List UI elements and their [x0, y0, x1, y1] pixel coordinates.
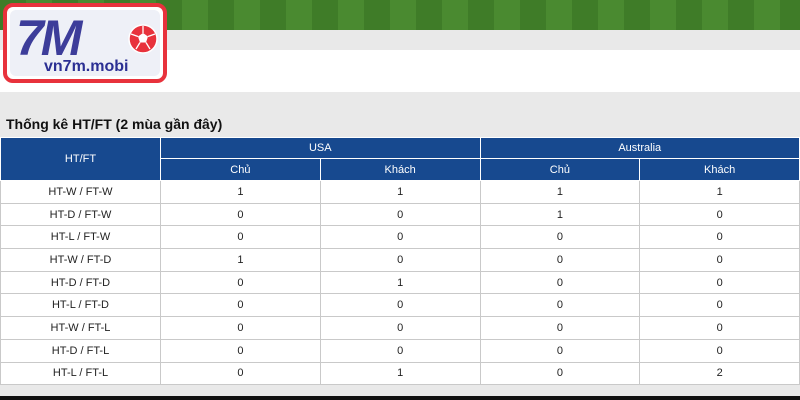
subheader-usa-away: Khách	[319, 158, 481, 181]
table-cell: 0	[639, 293, 800, 318]
table-cell: 0	[319, 202, 481, 227]
table-cell: 1	[639, 180, 800, 204]
table-cell: 0	[160, 270, 321, 295]
table-cell: 0	[479, 361, 641, 386]
table-cell: 0	[160, 225, 321, 250]
table-row: HT-D / FT-D 0 1 0 0	[0, 270, 800, 295]
htft-stats-table: HT/FT USA Australia Chủ Khách Chủ Khách …	[0, 137, 800, 386]
row-label: HT-W / FT-W	[0, 180, 161, 204]
table-cell: 0	[639, 225, 800, 250]
table-cell: 2	[639, 361, 800, 386]
table-cell: 0	[160, 316, 321, 340]
subheader-usa-home: Chủ	[160, 158, 321, 181]
row-label: HT-D / FT-L	[0, 338, 161, 363]
table-row: HT-W / FT-L 0 0 0 0	[0, 316, 800, 340]
site-logo[interactable]: 7M vn7m.mobi	[3, 3, 167, 83]
soccer-ball-icon	[128, 24, 158, 54]
table-row: HT-W / FT-W 1 1 1 1	[0, 180, 800, 204]
row-label: HT-W / FT-L	[0, 316, 161, 340]
table-row: HT-L / FT-L 0 1 0 2	[0, 361, 800, 386]
table-cell: 0	[479, 248, 641, 272]
table-row: HT-D / FT-L 0 0 0 0	[0, 338, 800, 363]
table-cell: 0	[479, 225, 641, 250]
table-cell: 1	[319, 180, 481, 204]
table-cell: 0	[160, 338, 321, 363]
table-cell: 1	[479, 202, 641, 227]
table-cell: 0	[319, 338, 481, 363]
table-row: HT-L / FT-D 0 0 0 0	[0, 293, 800, 318]
bottom-edge-bar	[0, 396, 800, 400]
logo-panel: 7M vn7m.mobi	[10, 10, 160, 76]
table-cell: 0	[479, 293, 641, 318]
table-row: HT-L / FT-W 0 0 0 0	[0, 225, 800, 250]
table-cell: 1	[160, 180, 321, 204]
table-cell: 1	[319, 361, 481, 386]
team-header-australia: Australia	[479, 137, 800, 159]
table-cell: 0	[319, 248, 481, 272]
row-label: HT-L / FT-W	[0, 225, 161, 250]
team-header-usa: USA	[160, 137, 481, 159]
table-subheader-row: Chủ Khách Chủ Khách	[1, 158, 800, 181]
subheader-australia-away: Khách	[639, 158, 800, 181]
table-cell: 1	[479, 180, 641, 204]
row-label: HT-D / FT-W	[0, 202, 161, 227]
table-cell: 0	[639, 270, 800, 295]
column-header-htft: HT/FT	[0, 137, 161, 181]
table-cell: 0	[639, 202, 800, 227]
table-cell: 0	[160, 293, 321, 318]
section-title: Thống kê HT/FT (2 mùa gần đây)	[6, 116, 223, 132]
row-label: HT-L / FT-D	[0, 293, 161, 318]
table-cell: 0	[479, 270, 641, 295]
row-label: HT-D / FT-D	[0, 270, 161, 295]
table-cell: 0	[160, 202, 321, 227]
table-cell: 1	[160, 248, 321, 272]
table-row: HT-D / FT-W 0 0 1 0	[0, 202, 800, 227]
table-cell: 1	[319, 270, 481, 295]
table-header-row: HT/FT USA Australia	[0, 137, 800, 181]
table-cell: 0	[639, 338, 800, 363]
logo-site-name: vn7m.mobi	[44, 58, 129, 75]
logo-mark: 7M	[16, 10, 82, 66]
table-cell: 0	[479, 338, 641, 363]
row-label: HT-W / FT-D	[0, 248, 161, 272]
table-row: HT-W / FT-D 1 0 0 0	[0, 248, 800, 272]
table-cell: 0	[639, 316, 800, 340]
table-cell: 0	[319, 225, 481, 250]
table-cell: 0	[479, 316, 641, 340]
row-label: HT-L / FT-L	[0, 361, 161, 386]
subheader-australia-home: Chủ	[479, 158, 641, 181]
table-cell: 0	[319, 293, 481, 318]
table-cell: 0	[319, 316, 481, 340]
table-cell: 0	[160, 361, 321, 386]
table-cell: 0	[639, 248, 800, 272]
